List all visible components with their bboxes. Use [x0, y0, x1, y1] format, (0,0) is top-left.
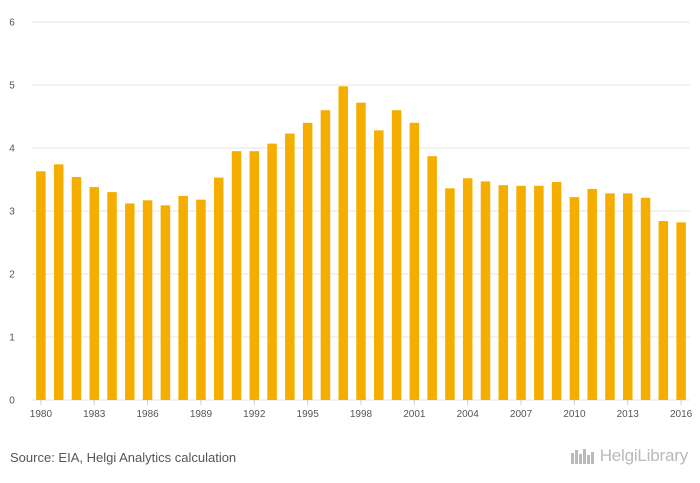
bar-1982[interactable] — [71, 176, 82, 400]
brand-name: HelgiLibrary — [599, 446, 689, 465]
bar-2007[interactable] — [516, 185, 526, 400]
bar-1996[interactable] — [320, 110, 331, 400]
bar-1980[interactable] — [36, 171, 46, 400]
x-tick-label: 1995 — [297, 409, 320, 420]
x-tick-label: 2001 — [403, 409, 426, 420]
bar-1981[interactable] — [53, 164, 64, 400]
bar-2010[interactable] — [569, 197, 580, 400]
y-tick-label: 2 — [9, 270, 15, 281]
bar-1998[interactable] — [356, 102, 366, 400]
x-tick-label: 1986 — [136, 409, 159, 420]
x-tick-label: 2004 — [457, 409, 480, 420]
x-tick-label: 1992 — [243, 409, 266, 420]
bar-1999[interactable] — [374, 130, 384, 401]
bar-1989[interactable] — [196, 199, 206, 400]
bar-1983[interactable] — [89, 187, 99, 400]
bar-1987[interactable] — [160, 205, 171, 400]
bar-1986[interactable] — [142, 200, 153, 400]
x-tick-label: 1983 — [83, 409, 106, 420]
bar-2011[interactable] — [587, 188, 597, 400]
x-tick-label: 2013 — [617, 409, 640, 420]
y-tick-label: 5 — [9, 81, 15, 92]
bar-2015[interactable] — [658, 221, 669, 400]
bar-1992[interactable] — [249, 151, 260, 400]
x-tick-label: 1980 — [30, 409, 53, 420]
source-note: Source: EIA, Helgi Analytics calculation — [10, 450, 237, 465]
bar-1984[interactable] — [107, 192, 117, 400]
x-tick-label: 1989 — [190, 409, 213, 420]
bar-2008[interactable] — [534, 185, 544, 400]
bar-2000[interactable] — [391, 110, 402, 400]
y-tick-label: 4 — [9, 144, 15, 155]
bar-2003[interactable] — [445, 188, 455, 400]
y-axis: 0 1 2 3 4 5 6 — [9, 18, 15, 407]
bar-2004[interactable] — [462, 178, 473, 400]
x-tick-label: 1998 — [350, 409, 373, 420]
y-tick-label: 1 — [9, 333, 15, 344]
bar-series — [36, 86, 686, 401]
bar-1995[interactable] — [302, 122, 313, 401]
x-tick-label: 2010 — [563, 409, 586, 420]
bar-2013[interactable] — [623, 193, 633, 400]
x-tick-label: 2016 — [670, 409, 693, 420]
bar-2016[interactable] — [676, 222, 686, 400]
y-tick-label: 6 — [9, 18, 15, 29]
bar-1997[interactable] — [338, 86, 348, 400]
bar-2005[interactable] — [480, 181, 491, 400]
brand-logo: HelgiLibrary — [570, 446, 688, 466]
bar-1993[interactable] — [267, 143, 277, 400]
helgi-library-logo-icon — [570, 449, 594, 464]
y-tick-label: 0 — [9, 396, 15, 407]
bar-2006[interactable] — [498, 185, 509, 400]
y-tick-label: 3 — [9, 207, 15, 218]
bar-1990[interactable] — [213, 177, 224, 400]
bar-2001[interactable] — [409, 122, 420, 401]
bar-2012[interactable] — [605, 193, 615, 400]
bar-1985[interactable] — [125, 203, 135, 400]
bar-2002[interactable] — [427, 156, 437, 400]
x-tick-label: 2007 — [510, 409, 533, 420]
x-axis: 1980 1983 1986 1989 1992 1995 1998 2001 2004 2007… — [30, 400, 693, 420]
bar-1994[interactable] — [285, 133, 295, 400]
bar-1991[interactable] — [231, 151, 242, 400]
bar-1988[interactable] — [178, 195, 188, 400]
bar-2009[interactable] — [551, 182, 562, 400]
bar-2014[interactable] — [640, 197, 651, 400]
